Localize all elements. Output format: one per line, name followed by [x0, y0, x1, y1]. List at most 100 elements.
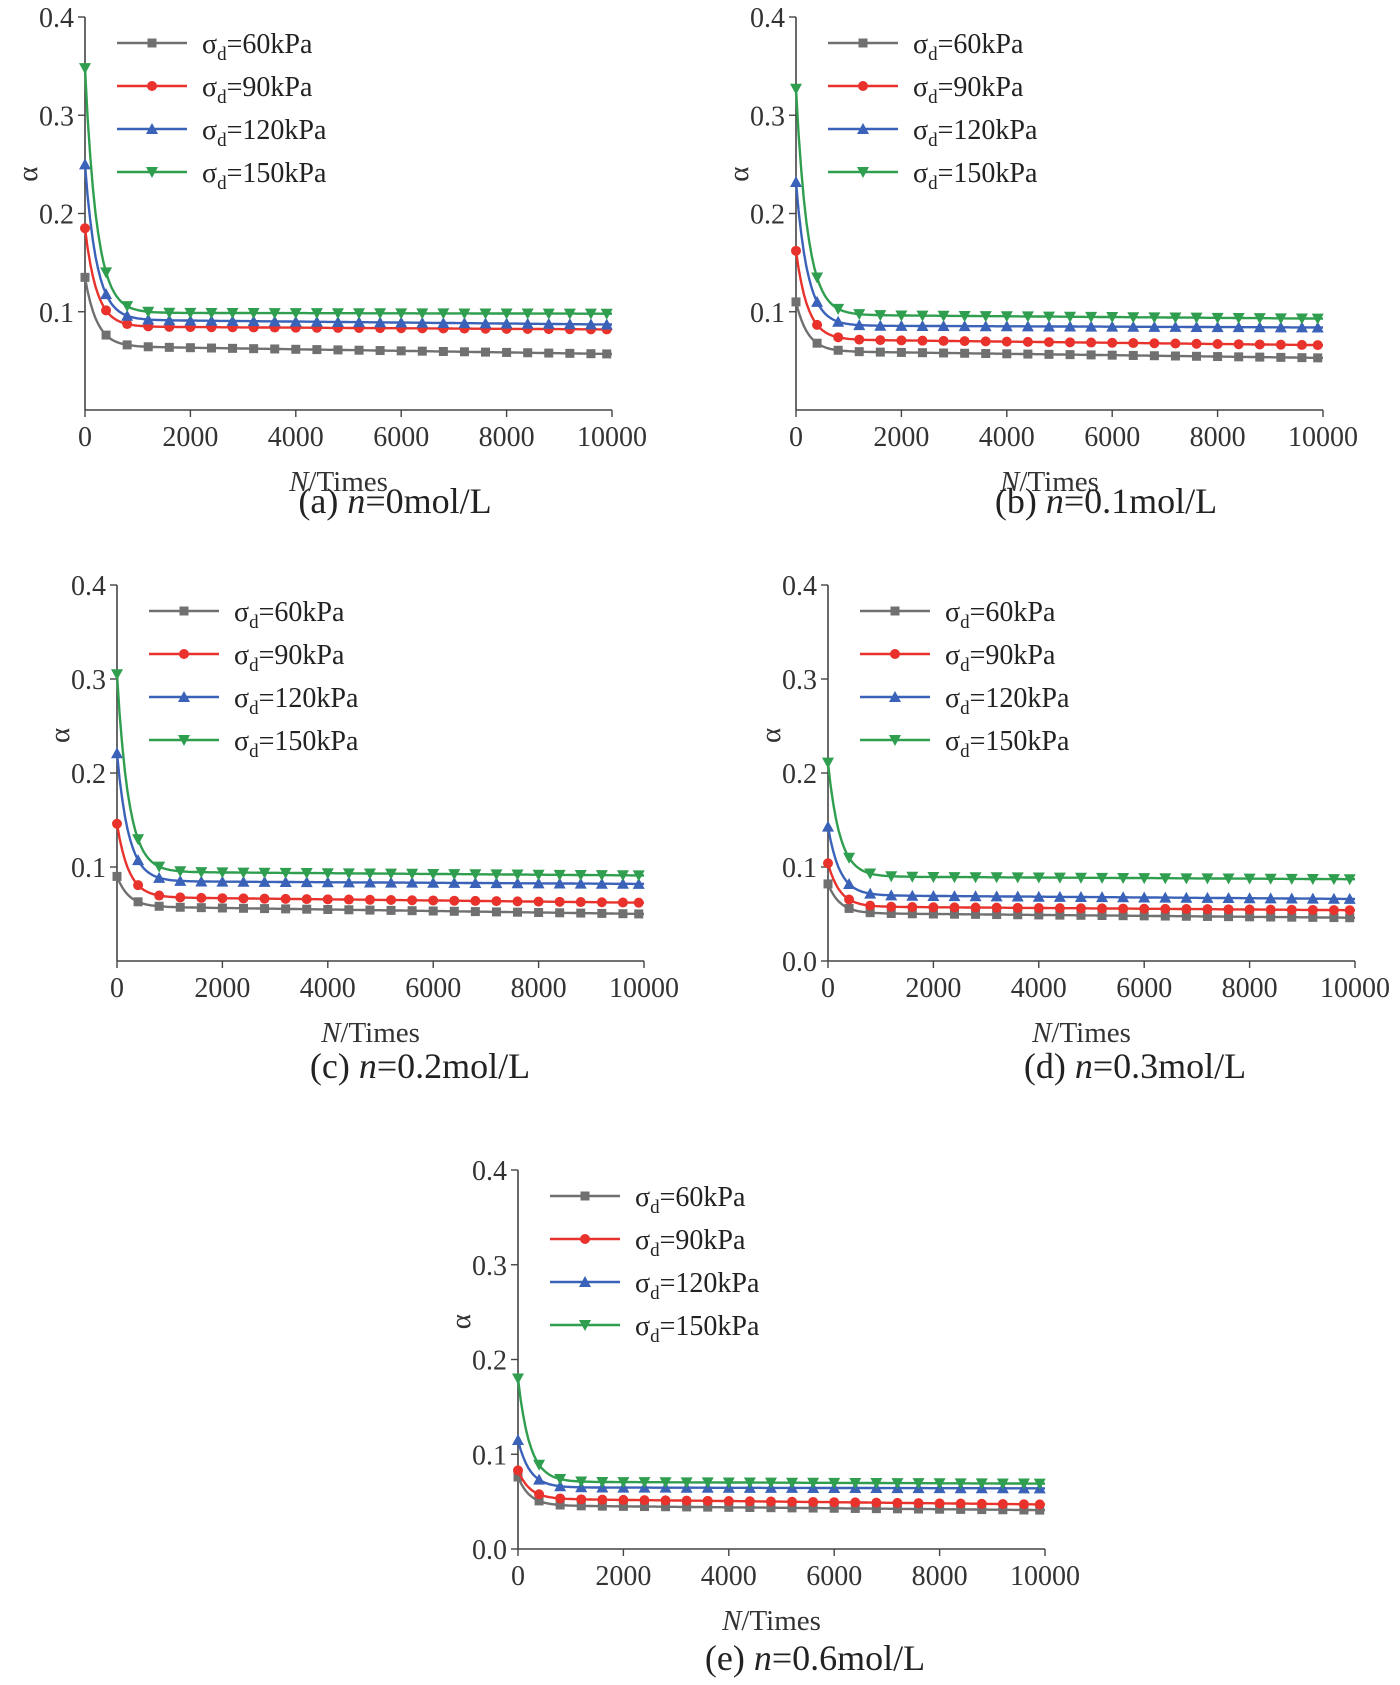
data-point: [639, 1495, 650, 1506]
data-point: [1345, 913, 1355, 923]
data-point: [1327, 892, 1340, 904]
data-point: [1018, 1499, 1029, 1510]
data-point: [281, 904, 291, 914]
data-point: [470, 895, 481, 906]
data-point: [916, 310, 929, 322]
data-point: [100, 267, 113, 279]
data-point: [1074, 891, 1087, 903]
data-point: [331, 315, 344, 327]
data-point: [958, 310, 971, 322]
series-line-3: [826, 826, 1356, 901]
data-point: [969, 890, 982, 902]
data-point: [386, 905, 396, 915]
data-point: [512, 1434, 524, 1446]
data-point: [811, 295, 824, 307]
data-point: [449, 895, 460, 906]
data-point: [998, 1505, 1008, 1515]
data-point: [321, 868, 334, 880]
series-line-1: [826, 883, 1356, 919]
data-point: [1190, 320, 1203, 332]
data-point: [375, 346, 385, 356]
data-point: [1043, 337, 1054, 348]
data-point: [1191, 338, 1202, 349]
data-point: [618, 1494, 629, 1505]
data-point: [1274, 321, 1287, 333]
data-point: [406, 876, 419, 888]
data-point: [596, 1476, 609, 1488]
x-tick-label: 6000: [373, 422, 429, 453]
data-point: [632, 877, 645, 889]
data-point: [300, 868, 313, 880]
x-tick-label: 8000: [479, 422, 535, 453]
data-point: [280, 893, 291, 904]
data-point: [618, 909, 628, 919]
legend-label-2: σd=90kPa: [635, 1225, 746, 1261]
data-point: [701, 1477, 714, 1489]
data-point: [600, 318, 613, 330]
x-axis-label: N/Times: [288, 466, 388, 498]
data-point: [1128, 338, 1139, 349]
data-point: [616, 870, 629, 882]
data-point: [553, 877, 566, 889]
data-point: [1033, 1478, 1046, 1490]
data-point: [1159, 891, 1172, 903]
data-point: [948, 890, 961, 902]
data-point: [1042, 320, 1055, 332]
data-point: [1266, 912, 1276, 922]
legend-label-4: σd=150kPa: [202, 158, 327, 194]
data-point: [980, 336, 991, 347]
x-axis-label: N/Times: [320, 1017, 420, 1049]
data-point: [363, 868, 376, 880]
data-point: [981, 349, 991, 359]
data-point: [864, 887, 877, 899]
data-point: [1086, 350, 1096, 360]
data-point: [1139, 903, 1150, 914]
data-point: [829, 1503, 839, 1513]
data-point: [787, 1496, 798, 1507]
x-tick-label: 4000: [300, 973, 356, 1004]
data-point: [322, 894, 333, 905]
data-point: [142, 313, 155, 325]
data-point: [228, 343, 238, 353]
y-tick-label: 0.3: [71, 665, 106, 696]
data-point: [534, 907, 544, 917]
x-tick-label: 0: [511, 1561, 525, 1592]
legend-marker-4: [579, 1320, 591, 1331]
data-point: [133, 880, 144, 891]
data-point: [174, 874, 187, 886]
data-point: [479, 308, 492, 320]
data-point: [865, 908, 875, 918]
series-line-3: [516, 1439, 1045, 1490]
data-point: [1255, 352, 1265, 362]
data-point: [997, 1499, 1008, 1510]
data-point: [1019, 1505, 1029, 1515]
data-point: [385, 876, 398, 888]
data-point: [854, 334, 865, 345]
data-point: [258, 867, 271, 879]
data-point: [1169, 320, 1182, 332]
data-point: [111, 669, 123, 681]
data-point: [886, 908, 896, 918]
data-point: [449, 906, 459, 916]
data-point: [1274, 313, 1287, 325]
legend-marker-2: [179, 649, 189, 659]
data-point: [79, 63, 91, 75]
x-tick-label: 0: [78, 422, 92, 453]
data-point: [976, 1498, 987, 1509]
data-point: [1243, 873, 1256, 885]
data-point: [597, 1501, 607, 1511]
data-point: [1021, 320, 1034, 332]
data-point: [955, 1498, 966, 1509]
series-line-2: [115, 823, 644, 904]
data-point: [353, 316, 366, 328]
y-tick-label: 0.2: [750, 200, 785, 231]
legend-marker-3: [857, 123, 869, 134]
data-point: [302, 904, 312, 914]
data-point: [1044, 349, 1054, 359]
data-point: [544, 348, 554, 358]
data-point: [875, 347, 885, 357]
data-point: [896, 335, 907, 346]
data-point: [790, 176, 802, 188]
data-point: [703, 1502, 713, 1512]
data-point: [595, 877, 608, 889]
